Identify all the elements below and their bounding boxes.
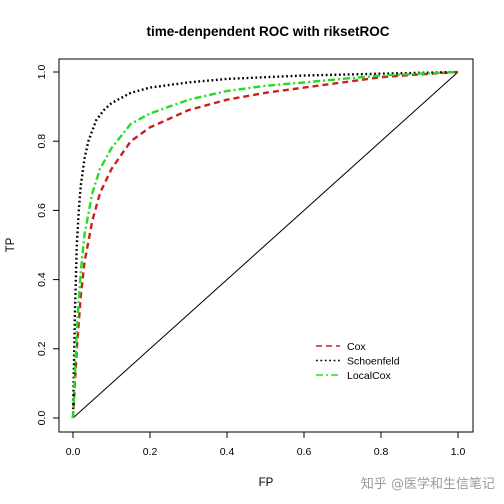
y-axis-label: TP xyxy=(5,237,17,252)
y-tick-label: 0.0 xyxy=(36,411,48,426)
series-line-cox xyxy=(71,70,459,419)
x-tick-label: 1.0 xyxy=(451,446,466,458)
x-tick-label: 0.8 xyxy=(374,446,389,458)
series-line-localcox xyxy=(71,70,459,419)
series-line-schoenfeld xyxy=(71,70,459,419)
legend-label: Schoenfeld xyxy=(347,356,400,368)
x-axis-label: FP xyxy=(259,477,274,489)
x-tick-label: 0.6 xyxy=(297,446,312,458)
y-axis: 0.0 0.2 0.4 0.6 0.8 1.0 xyxy=(36,65,60,426)
reference-line xyxy=(72,71,459,419)
y-tick-label: 0.6 xyxy=(36,203,48,218)
y-tick-label: 0.2 xyxy=(36,341,48,356)
series-lines xyxy=(71,70,459,419)
x-tick-label: 0.0 xyxy=(66,446,81,458)
x-axis: 0.0 0.2 0.4 0.6 0.8 1.0 xyxy=(66,431,466,458)
watermark-text: 知乎 @医学和生信笔记 xyxy=(361,476,495,492)
reference-diagonal xyxy=(72,71,459,419)
chart-title: time-denpendent ROC with riksetROC xyxy=(146,24,389,39)
legend: Cox Schoenfeld LocalCox xyxy=(316,341,400,382)
y-tick-label: 0.8 xyxy=(36,134,48,149)
y-tick-label: 1.0 xyxy=(36,65,48,80)
legend-label: LocalCox xyxy=(347,370,392,382)
x-tick-label: 0.2 xyxy=(143,446,158,458)
legend-label: Cox xyxy=(347,341,366,353)
y-tick-label: 0.4 xyxy=(36,272,48,287)
x-tick-label: 0.4 xyxy=(220,446,235,458)
